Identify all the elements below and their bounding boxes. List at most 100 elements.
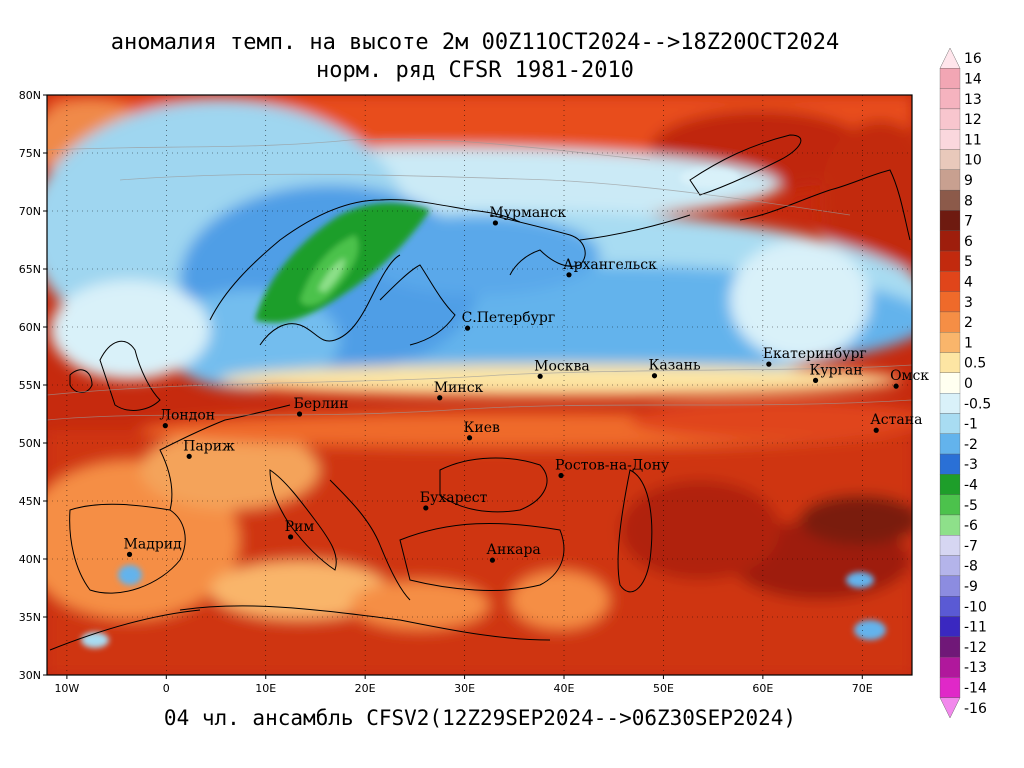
colorbar-label: 4 bbox=[964, 274, 973, 290]
city-dot bbox=[893, 383, 899, 389]
colorbar-swatch bbox=[939, 291, 961, 313]
colorbar-label: 10 bbox=[964, 153, 982, 169]
colorbar-swatch bbox=[939, 88, 961, 110]
lat-tick-label: 75N bbox=[19, 147, 41, 160]
city-label: Ростов-на-Дону bbox=[555, 457, 670, 473]
colorbar-label: -10 bbox=[964, 599, 987, 615]
city-marker: Ростов-на-Дону bbox=[555, 457, 670, 479]
city-dot bbox=[186, 453, 192, 459]
colorbar-swatch bbox=[939, 68, 961, 89]
colorbar-label: 14 bbox=[964, 71, 982, 87]
city-marker: Мурманск bbox=[489, 205, 566, 226]
city-label: Киев bbox=[464, 420, 500, 436]
colorbar-label: 12 bbox=[964, 112, 982, 128]
lat-tick-label: 45N bbox=[19, 495, 41, 508]
city-marker: Екатеринбург bbox=[763, 346, 867, 367]
city-label: Архангельск bbox=[563, 257, 657, 273]
colorbar-label: -9 bbox=[964, 579, 978, 595]
colorbar-swatch bbox=[939, 433, 961, 455]
colorbar-label: 16 bbox=[964, 51, 982, 67]
city-label: Москва bbox=[534, 358, 590, 374]
colorbar-swatch bbox=[939, 352, 961, 373]
colorbar-swatch bbox=[939, 372, 961, 394]
city-label: Минск bbox=[434, 380, 484, 396]
lat-tick-label: 50N bbox=[19, 437, 41, 450]
city-marker: Мадрид bbox=[124, 536, 182, 557]
colorbar-label: -2 bbox=[964, 437, 978, 453]
lon-tick-label: 60E bbox=[752, 682, 773, 695]
city-label: Казань bbox=[648, 358, 700, 374]
colorbar-label: 7 bbox=[964, 214, 973, 230]
city-dot bbox=[812, 377, 819, 383]
lat-tick-label: 35N bbox=[19, 611, 41, 624]
city-label: Париж bbox=[183, 438, 235, 454]
colorbar-label: 3 bbox=[964, 295, 973, 311]
colorbar-swatch bbox=[939, 129, 961, 150]
map-title-line1: аномалия темп. на высоте 2м 00Z11OCT2024… bbox=[110, 30, 840, 55]
colorbar-swatch bbox=[939, 677, 961, 698]
temperature-anomaly-field bbox=[47, 95, 912, 675]
city-marker: Киев bbox=[464, 420, 500, 441]
city-label: С.Петербург bbox=[462, 310, 556, 326]
colorbar-label: -16 bbox=[964, 701, 987, 717]
map-title-line2: норм. ряд CFSR 1981-2010 bbox=[316, 58, 634, 83]
colorbar-swatch bbox=[939, 393, 961, 414]
lat-tick-label: 55N bbox=[19, 379, 41, 392]
city-dot bbox=[287, 534, 294, 540]
colorbar-swatch bbox=[939, 453, 961, 475]
lat-tick-label: 65N bbox=[19, 263, 41, 276]
colorbar-label: 8 bbox=[964, 193, 973, 209]
city-dot bbox=[162, 423, 168, 429]
colorbar-swatch bbox=[939, 616, 961, 637]
colorbar-label: 5 bbox=[964, 254, 973, 270]
colorbar-label: -0.5 bbox=[964, 396, 991, 412]
city-marker: Казань bbox=[648, 358, 701, 379]
lon-tick-label: 10W bbox=[54, 682, 79, 695]
colorbar-swatch bbox=[939, 535, 961, 556]
latitude-axis: 80N 75N 70N 65N 60N 55N 50N 45N 40N 35N 30N bbox=[19, 89, 47, 682]
lon-tick-label: 30E bbox=[454, 682, 475, 695]
colorbar-label: -8 bbox=[964, 559, 978, 575]
colorbar-label: 6 bbox=[964, 234, 973, 250]
lat-tick-label: 80N bbox=[19, 89, 41, 102]
lon-tick-label: 40E bbox=[554, 682, 575, 695]
city-label: Анкара bbox=[486, 542, 540, 558]
city-marker: С.Петербург bbox=[462, 310, 556, 331]
city-marker: Минск bbox=[434, 380, 484, 401]
city-dot bbox=[466, 435, 473, 441]
colorbar-swatch bbox=[939, 596, 961, 617]
lon-tick-label: 10E bbox=[255, 682, 276, 695]
city-label: Астана bbox=[870, 412, 922, 428]
longitude-axis: 10W 0 10E 20E 30E 40E 50E 60E 70E bbox=[54, 675, 873, 695]
colorbar-swatch bbox=[939, 250, 961, 272]
city-label: Бухарест bbox=[420, 490, 488, 506]
city-label: Лондон bbox=[159, 408, 215, 424]
city-dot bbox=[489, 557, 496, 563]
city-dot bbox=[766, 361, 772, 367]
colorbar-label: -13 bbox=[964, 660, 987, 676]
colorbar-label: 11 bbox=[964, 132, 982, 148]
colorbar-label: -6 bbox=[964, 518, 978, 534]
colorbar-label: 0 bbox=[964, 376, 973, 392]
colorbar-swatch bbox=[939, 311, 961, 333]
colorbar-swatch bbox=[939, 230, 961, 252]
city-marker: Москва bbox=[534, 358, 590, 379]
colorbar-label: -4 bbox=[964, 478, 978, 494]
city-label: Омск bbox=[890, 368, 929, 384]
colorbar-label: 13 bbox=[964, 92, 982, 108]
colorbar-swatch bbox=[939, 474, 961, 495]
city-marker: Париж bbox=[183, 438, 235, 459]
city-layer: Мурманск Архангельск С.Петербург Москва Каза… bbox=[124, 205, 929, 563]
colorbar-label: -7 bbox=[964, 538, 978, 554]
city-dot bbox=[437, 395, 443, 401]
city-marker: Анкара bbox=[486, 542, 541, 563]
city-dot bbox=[492, 220, 499, 226]
colorbar-label: -11 bbox=[964, 620, 987, 636]
city-dot bbox=[537, 373, 543, 379]
colorbar: 16 14 13 12 11 10 9 8 7 6 5 4 3 2 1 0.5 0 -0.5 -1 -2 -3 -4 -5 -… bbox=[939, 47, 991, 719]
colorbar-swatch bbox=[939, 189, 961, 211]
colorbar-swatch bbox=[939, 169, 961, 191]
colorbar-swatch bbox=[939, 656, 961, 678]
city-dot bbox=[464, 325, 471, 331]
